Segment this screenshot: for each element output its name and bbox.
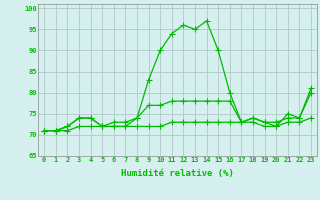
X-axis label: Humidité relative (%): Humidité relative (%) [121,169,234,178]
